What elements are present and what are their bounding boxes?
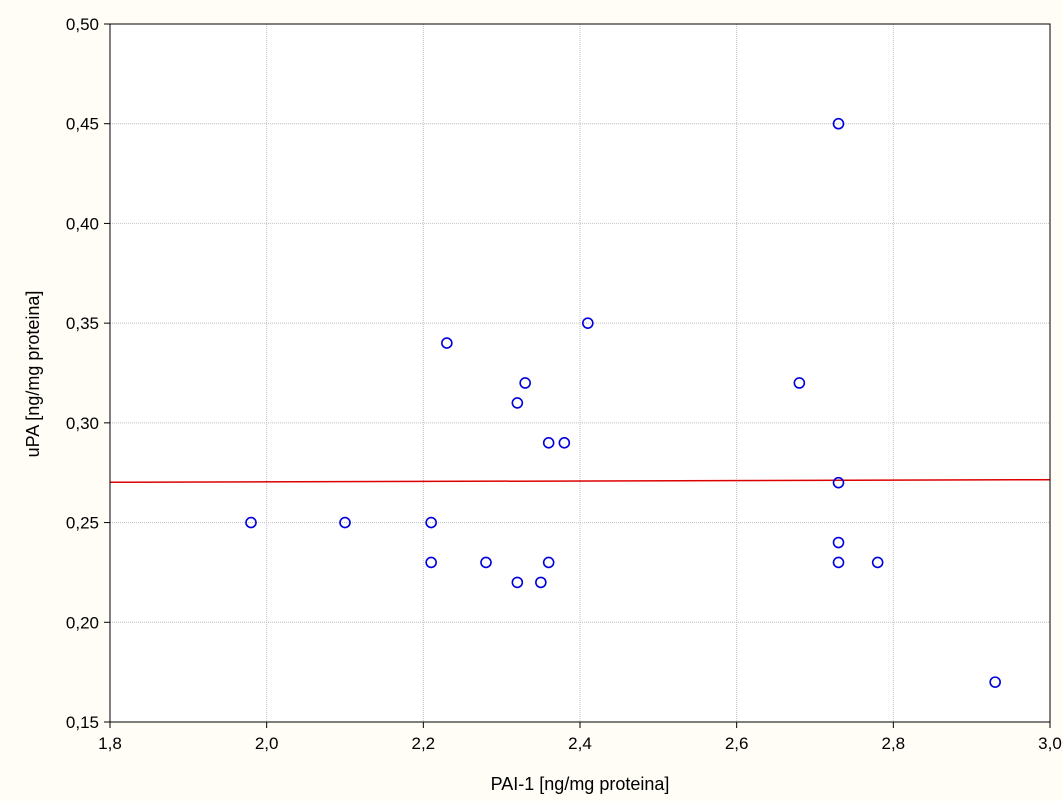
data-point [441,337,453,349]
data-points [245,117,1001,688]
data-point [535,576,547,589]
data-point [519,377,531,389]
x-tick-label: 1,8 [98,734,122,753]
y-axis-title: uPA [ng/mg proteina] [23,291,43,458]
data-point [245,516,257,529]
data-point [425,516,437,529]
y-tick-labels: 0,15 0,20 0,25 0,30 0,35 0,40 0,45 0,50 [66,15,99,732]
x-tick-label: 2,2 [412,734,436,753]
x-axis-title: PAI-1 [ng/mg proteina] [491,774,670,794]
data-point [511,397,524,409]
y-tick-label: 0,20 [66,613,99,632]
data-point [989,676,1001,688]
data-point [582,317,594,329]
data-point [542,436,555,449]
grid-lines [109,23,1051,723]
y-tick-label: 0,30 [66,414,99,433]
y-tick-label: 0,35 [66,314,99,333]
y-tick-label: 0,40 [66,214,99,233]
data-point [339,516,351,529]
y-tick-label: 0,50 [66,15,99,34]
data-point [832,556,845,569]
axes [104,23,1051,728]
data-point [542,556,555,569]
x-tick-labels: 1,8 2,0 2,2 2,4 2,6 2,8 3,0 [98,734,1062,753]
data-point [480,556,492,569]
data-point [425,556,437,569]
fit-line-layer [109,478,1051,484]
x-tick-label: 3,0 [1038,734,1062,753]
x-tick-label: 2,4 [568,734,592,753]
x-tick-label: 2,6 [725,734,749,753]
data-point [832,476,845,489]
y-tick-label: 0,15 [66,713,99,732]
data-point [558,436,571,449]
data-point [832,117,845,130]
data-point [871,556,884,569]
regression-line [109,478,1051,484]
x-tick-label: 2,8 [882,734,906,753]
data-point [511,576,524,589]
x-tick-label: 2,0 [255,734,279,753]
data-point [832,536,845,549]
y-tick-label: 0,25 [66,514,99,533]
y-tick-label: 0,45 [66,115,99,134]
data-point [793,377,806,389]
